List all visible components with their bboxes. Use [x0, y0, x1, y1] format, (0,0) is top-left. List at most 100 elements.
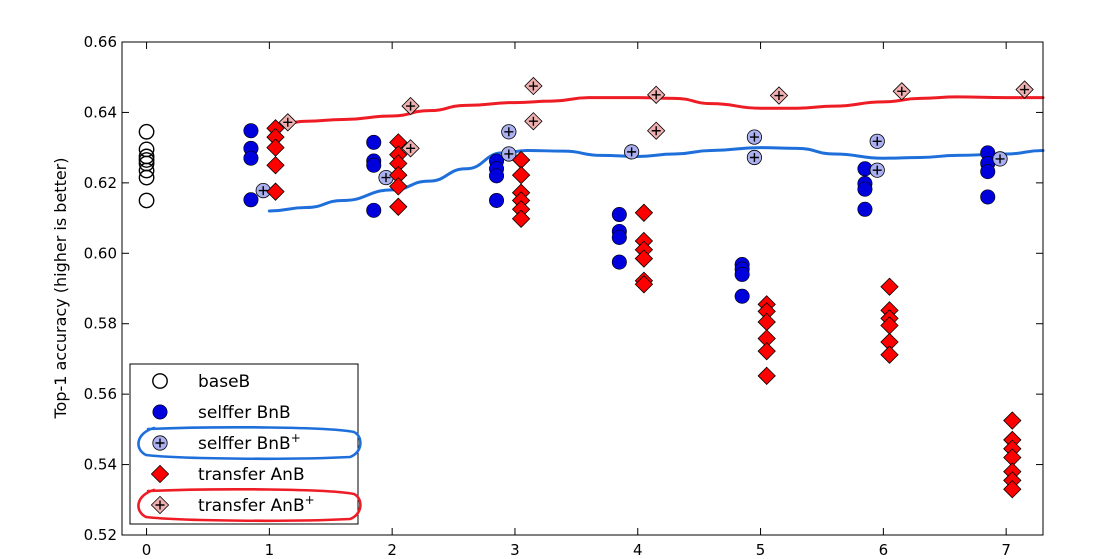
point-s3-35 — [1003, 411, 1022, 430]
point-s4-8-plus — [897, 86, 907, 96]
point-s2-6 — [746, 149, 763, 166]
point-s3-41-shape — [1003, 480, 1022, 499]
legend-marker-0 — [152, 373, 168, 389]
point-s4-9 — [1015, 80, 1034, 99]
series-2 — [255, 124, 1008, 199]
point-s3-22 — [634, 275, 654, 294]
point-s1-22-shape — [857, 181, 873, 197]
point-s1-4 — [366, 134, 382, 150]
point-s0-6-shape — [138, 169, 155, 186]
point-s0-5-shape — [138, 162, 155, 179]
point-s2-5 — [746, 129, 763, 145]
point-s2-8 — [869, 162, 885, 178]
point-s3-20 — [634, 249, 654, 268]
y-tick-label: 0.62 — [84, 174, 117, 192]
point-s1-0-shape — [243, 123, 259, 139]
point-s3-16-shape — [511, 209, 531, 228]
data-points — [138, 76, 1034, 499]
point-s1-18-shape — [734, 266, 750, 282]
y-tick-label: 0.66 — [84, 33, 117, 51]
point-s3-2 — [266, 138, 285, 157]
point-s1-12-shape — [611, 207, 627, 223]
point-s3-25-shape — [757, 312, 776, 332]
plot-frame — [121, 41, 1044, 536]
point-s1-15 — [611, 254, 627, 270]
point-s2-1 — [378, 169, 394, 186]
point-s3-41 — [1003, 480, 1022, 499]
point-s1-6-shape — [366, 157, 382, 173]
legend-marker-2-plus — [155, 438, 165, 448]
point-s3-9 — [389, 177, 408, 196]
x-tick-label: 4 — [633, 541, 643, 555]
point-s1-19 — [734, 288, 750, 304]
point-s1-22 — [857, 181, 873, 197]
point-s4-8 — [892, 82, 911, 101]
series-4 — [278, 76, 1034, 158]
legend-entry-0: baseB — [152, 372, 250, 392]
point-s2-8-plus — [872, 165, 882, 175]
point-s2-3-plus — [504, 149, 514, 159]
point-s0-3-shape — [138, 152, 155, 168]
legend-marker-1-shape — [152, 404, 168, 420]
point-s3-2-shape — [266, 138, 285, 157]
point-s1-15-shape — [611, 254, 627, 270]
point-s1-4-shape — [366, 134, 382, 150]
legend-label-superscript-2: + — [291, 431, 301, 445]
series-0 — [138, 123, 155, 209]
point-s4-5-plus — [651, 90, 661, 100]
point-s3-10-shape — [389, 197, 408, 216]
point-s1-11-shape — [489, 192, 505, 208]
point-s2-2 — [501, 124, 517, 140]
point-s3-29-shape — [880, 277, 899, 296]
point-s1-14-shape — [611, 229, 627, 245]
legend-label-2: selffer BnB+ — [198, 431, 301, 454]
y-tick-label: 0.60 — [84, 244, 117, 262]
point-s4-0 — [278, 113, 297, 132]
point-s4-2 — [401, 139, 420, 158]
point-s1-6 — [366, 157, 382, 173]
y-tick-label: 0.54 — [84, 456, 117, 474]
point-s3-20-shape — [634, 249, 654, 268]
series-3 — [266, 119, 1022, 499]
point-s1-23 — [857, 201, 873, 217]
point-s0-5 — [138, 162, 155, 179]
legend-entry-1: selffer BnB — [152, 403, 291, 423]
point-s1-7-shape — [366, 202, 382, 218]
legend-label-0: baseB — [198, 372, 250, 392]
series-1 — [243, 123, 996, 304]
point-s3-4-shape — [266, 182, 285, 201]
y-tick-label: 0.56 — [84, 385, 117, 403]
x-tick-label: 3 — [510, 541, 520, 555]
point-s4-9-plus — [1020, 85, 1030, 95]
y-tick-label: 0.58 — [84, 315, 117, 333]
x-tick-label: 0 — [142, 541, 152, 555]
point-s3-3-shape — [266, 156, 285, 175]
point-s1-11 — [489, 192, 505, 208]
point-s4-5 — [647, 85, 666, 104]
point-s4-6-plus — [651, 126, 661, 136]
y-tick-label: 0.64 — [84, 103, 117, 121]
point-s4-7 — [769, 86, 789, 105]
point-s3-28 — [757, 366, 776, 385]
legend-box — [129, 363, 359, 525]
point-s1-2 — [243, 150, 259, 166]
point-s2-9 — [992, 151, 1008, 167]
x-tick-label: 6 — [879, 541, 889, 555]
point-s2-9-plus — [995, 154, 1005, 164]
legend-highlight-0 — [137, 426, 362, 461]
legend-highlight-1 — [137, 488, 362, 523]
point-s3-9-shape — [389, 177, 408, 196]
point-s2-2-plus — [504, 127, 514, 137]
point-s4-3-plus — [528, 81, 538, 91]
legend-label-3: transfer AnB — [198, 465, 305, 485]
point-s4-4 — [524, 112, 543, 131]
point-s2-1-plus — [381, 173, 391, 183]
point-s3-25 — [757, 312, 776, 332]
point-s0-3 — [138, 152, 155, 168]
x-tick-label: 7 — [1001, 541, 1011, 555]
point-s2-0-plus — [258, 186, 268, 196]
point-s4-7-plus — [774, 91, 784, 101]
legend-label-1: selffer BnB — [198, 403, 291, 423]
point-s1-3-shape — [243, 192, 259, 208]
